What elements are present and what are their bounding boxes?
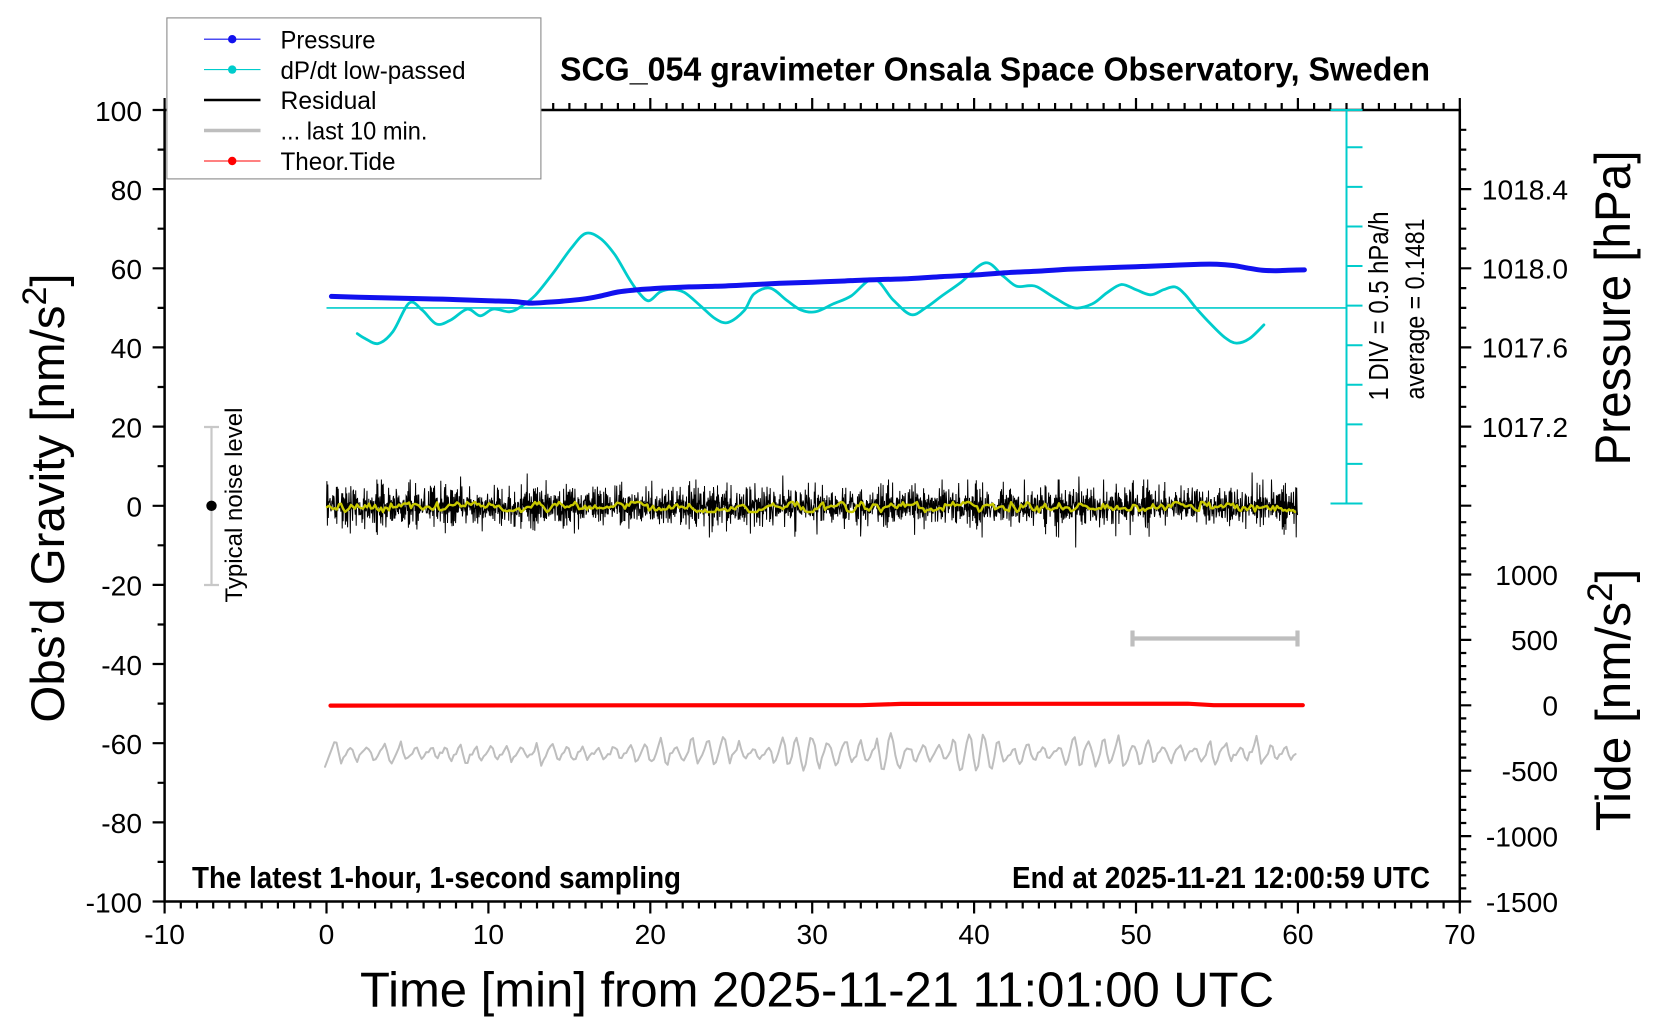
svg-text:30: 30 bbox=[797, 918, 828, 950]
svg-text:0: 0 bbox=[1542, 690, 1558, 722]
svg-text:-1000: -1000 bbox=[1486, 820, 1558, 852]
svg-text:End at 2025-11-21 12:00:59 UTC: End at 2025-11-21 12:00:59 UTC bbox=[1012, 860, 1430, 895]
svg-text:Pressure: Pressure bbox=[281, 26, 376, 54]
svg-text:dP/dt low-passed: dP/dt low-passed bbox=[281, 57, 466, 85]
svg-text:1017.2: 1017.2 bbox=[1482, 411, 1568, 443]
svg-text:Time [min] from 2025-11-21 11:: Time [min] from 2025-11-21 11:01:00 UTC bbox=[360, 963, 1274, 1017]
svg-text:1000: 1000 bbox=[1495, 559, 1558, 591]
svg-text:100: 100 bbox=[95, 95, 142, 127]
svg-text:500: 500 bbox=[1511, 624, 1558, 656]
svg-text:1017.6: 1017.6 bbox=[1482, 332, 1568, 364]
svg-text:-40: -40 bbox=[101, 649, 142, 681]
svg-text:50: 50 bbox=[1120, 918, 1151, 950]
svg-text:60: 60 bbox=[111, 253, 142, 285]
svg-text:40: 40 bbox=[111, 332, 142, 364]
svg-text:60: 60 bbox=[1282, 918, 1313, 950]
svg-text:Pressure [hPa]: Pressure [hPa] bbox=[1585, 151, 1641, 466]
svg-text:... last 10 min.: ... last 10 min. bbox=[281, 118, 428, 146]
svg-text:-1500: -1500 bbox=[1486, 886, 1558, 918]
svg-text:SCG_054 gravimeter Onsala Spac: SCG_054 gravimeter Onsala Space Observat… bbox=[560, 50, 1430, 87]
svg-text:average = 0.1481: average = 0.1481 bbox=[1400, 219, 1430, 400]
svg-text:-10: -10 bbox=[144, 918, 185, 950]
svg-text:1 DIV = 0.5 hPa/h: 1 DIV = 0.5 hPa/h bbox=[1363, 212, 1394, 401]
svg-text:Typical noise level: Typical noise level bbox=[221, 408, 248, 603]
svg-text:0: 0 bbox=[319, 918, 335, 950]
svg-text:40: 40 bbox=[958, 918, 989, 950]
svg-text:10: 10 bbox=[473, 918, 504, 950]
svg-text:Tide [nm/s2]: Tide [nm/s2] bbox=[1581, 569, 1641, 831]
svg-text:1018.4: 1018.4 bbox=[1482, 174, 1568, 206]
svg-text:-60: -60 bbox=[101, 728, 142, 760]
svg-text:1018.0: 1018.0 bbox=[1482, 253, 1568, 285]
svg-text:70: 70 bbox=[1444, 918, 1475, 950]
svg-text:-500: -500 bbox=[1502, 755, 1558, 787]
svg-text:Obs’d Gravity [nm/s2]: Obs’d Gravity [nm/s2] bbox=[16, 273, 75, 722]
svg-text:Residual: Residual bbox=[281, 87, 377, 115]
svg-text:0: 0 bbox=[126, 491, 142, 523]
svg-text:-100: -100 bbox=[86, 886, 142, 918]
svg-text:-80: -80 bbox=[101, 807, 142, 839]
svg-text:20: 20 bbox=[635, 918, 666, 950]
svg-text:80: 80 bbox=[111, 174, 142, 206]
svg-text:Theor.Tide: Theor.Tide bbox=[281, 148, 396, 176]
svg-text:20: 20 bbox=[111, 411, 142, 443]
svg-text:-20: -20 bbox=[101, 570, 142, 602]
svg-text:The latest 1-hour, 1-second sa: The latest 1-hour, 1-second sampling bbox=[192, 860, 681, 895]
